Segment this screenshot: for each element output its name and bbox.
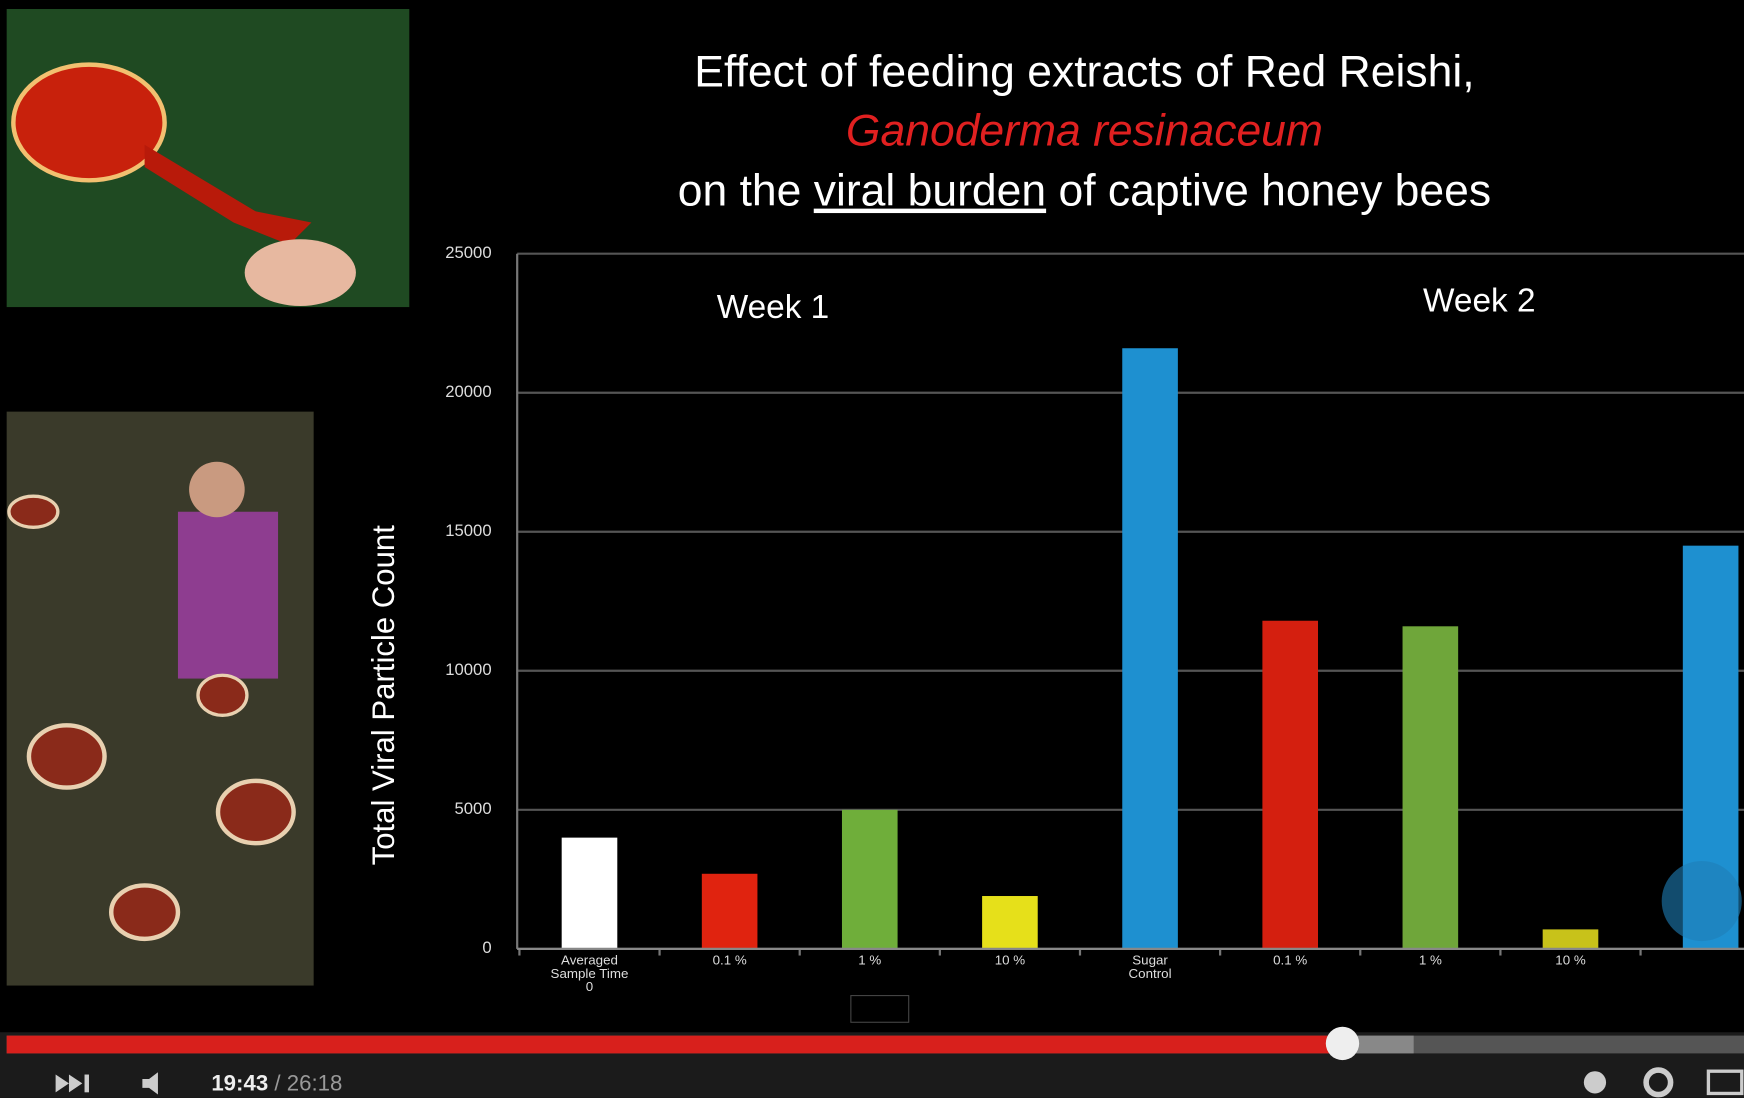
bar <box>982 896 1038 949</box>
theater-button[interactable] <box>1706 1069 1744 1096</box>
y-tick-label: 15000 <box>445 521 491 540</box>
current-time-value: 19:43 <box>211 1070 268 1095</box>
annotation: Week 1 <box>717 289 830 326</box>
x-tick-label-box: 10 % <box>994 953 1026 968</box>
progress-handle[interactable] <box>1325 1026 1360 1061</box>
grower-photo <box>6 411 314 986</box>
bar <box>701 873 758 949</box>
x-tick-label-box: 0.1 % <box>1273 953 1308 968</box>
progress-played <box>6 1035 1343 1054</box>
x-tick-label: 1 % <box>858 953 882 968</box>
bar <box>1122 348 1178 949</box>
current-time: 19:43 / 26:18 <box>211 1070 342 1095</box>
info-button[interactable] <box>1583 1071 1607 1094</box>
y-tick-label: 5000 <box>455 799 492 818</box>
x-tick-label-box: 1 % <box>858 953 882 968</box>
caption-part: viral burden <box>814 166 1046 215</box>
x-tick-label-box: Averaged Sample Time 0 <box>550 953 629 995</box>
x-tick-label: Sugar Control <box>1128 953 1172 982</box>
y-axis-label: Total Viral Particle Count <box>366 525 401 866</box>
x-tick-label: 1 % <box>1418 953 1442 968</box>
chart-title: Effect of feeding extracts of Red Reishi… <box>694 47 1474 96</box>
caption-part: of captive honey bees <box>1058 166 1491 215</box>
time-separator: / <box>274 1070 281 1095</box>
y-tick-label: 0 <box>482 938 491 957</box>
y-tick-label: 20000 <box>445 382 491 401</box>
bar <box>1402 626 1459 949</box>
x-tick-label: 10 % <box>994 953 1026 968</box>
duration: 26:18 <box>287 1070 343 1095</box>
y-tick-label: 25000 <box>445 243 491 262</box>
settings-button[interactable] <box>1643 1067 1674 1098</box>
plot: 0 5000 10000 15000 20000 25000 Averaged Sample… <box>445 243 1744 995</box>
annotation: Week 2 <box>1423 282 1536 319</box>
next-button[interactable] <box>55 1074 83 1093</box>
bar <box>841 809 898 949</box>
next-button-bar <box>84 1074 89 1093</box>
bar <box>1262 620 1319 949</box>
volume-button[interactable] <box>142 1072 158 1095</box>
bar <box>561 837 618 949</box>
x-tick-label-box: 10 % <box>1555 953 1586 968</box>
y-tick-label: 10000 <box>445 660 491 679</box>
chart-caption: on the viral burden of captive honey bee… <box>678 166 1491 215</box>
reishi-photo <box>6 9 410 308</box>
progress-buffer <box>1342 1035 1414 1054</box>
chart-subtitle: Ganoderma resinaceum <box>846 106 1323 155</box>
expand-button[interactable] <box>850 995 910 1023</box>
x-tick-label-box: 1 % <box>1418 953 1442 968</box>
x-tick-label: Averaged Sample Time 0 <box>550 953 629 995</box>
caption-part: on the <box>678 166 802 215</box>
bar <box>1542 929 1599 949</box>
watermark-logo <box>1661 860 1742 942</box>
x-tick-label-box: 0.1 % <box>712 953 747 968</box>
x-tick-label: 10 % <box>1555 953 1586 968</box>
x-tick-label: 0.1 % <box>712 953 747 968</box>
x-tick-label: 0.1 % <box>1273 953 1308 968</box>
x-tick-label-box: Sugar Control <box>1128 953 1172 982</box>
